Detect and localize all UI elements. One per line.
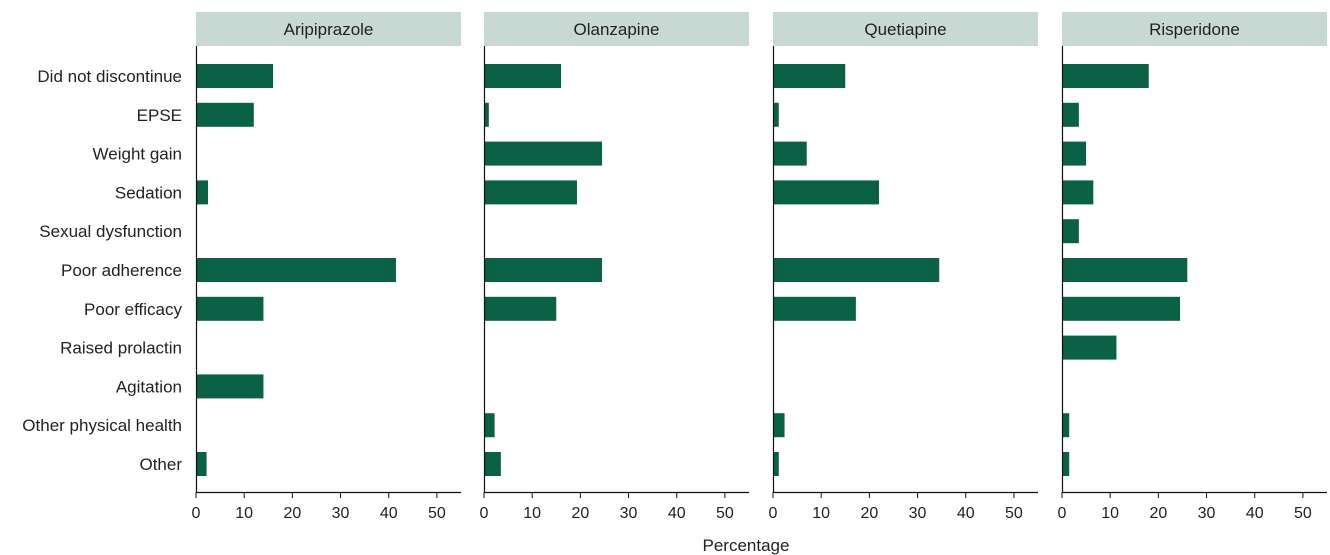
x-tick-label: 10 xyxy=(1101,505,1119,522)
x-tick-label: 10 xyxy=(235,505,253,522)
x-tick-label: 40 xyxy=(668,505,686,522)
panel-strip xyxy=(484,12,749,46)
panel-risperidone: Risperidone 0 10 20 30 40 50 xyxy=(1058,12,1327,522)
x-tick-label: 10 xyxy=(523,505,541,522)
category-label: Sedation xyxy=(115,183,182,202)
x-tick-label: 50 xyxy=(716,505,734,522)
bar xyxy=(1062,296,1181,321)
bar xyxy=(484,102,489,127)
bar xyxy=(196,374,264,399)
bar xyxy=(773,413,785,438)
bar xyxy=(1062,413,1070,438)
bar xyxy=(773,102,779,127)
x-axis-title: Percentage xyxy=(703,536,790,555)
bar xyxy=(1062,219,1079,244)
panel-strip xyxy=(1062,12,1327,46)
x-tick-label: 20 xyxy=(860,505,878,522)
bar xyxy=(484,413,495,438)
bar xyxy=(773,180,879,205)
panel-strip xyxy=(196,12,461,46)
bar xyxy=(484,296,557,321)
category-label: Poor efficacy xyxy=(84,300,182,319)
panel-title: Olanzapine xyxy=(573,20,659,39)
bar xyxy=(484,452,501,476)
bar xyxy=(773,258,940,282)
x-tick-label: 20 xyxy=(1149,505,1167,522)
bar xyxy=(196,296,264,321)
bar xyxy=(484,180,577,205)
bar xyxy=(196,452,207,476)
bar xyxy=(1062,180,1094,205)
x-tick-label: 0 xyxy=(1058,505,1067,522)
x-tick-label: 40 xyxy=(957,505,975,522)
x-tick-label: 30 xyxy=(909,505,927,522)
bar xyxy=(484,258,603,282)
x-tick-label: 30 xyxy=(620,505,638,522)
panel-olanzapine: Olanzapine 0 10 20 30 40 50 xyxy=(480,12,749,522)
bar xyxy=(1062,335,1117,360)
bar xyxy=(773,64,846,88)
panel-aripiprazole: Aripiprazole 0 10 20 30 40 50 xyxy=(192,12,461,522)
bar xyxy=(196,180,209,205)
category-label: Other physical health xyxy=(22,416,182,435)
bar xyxy=(1062,141,1087,166)
bar xyxy=(773,452,779,476)
panel-title: Aripiprazole xyxy=(284,20,374,39)
panel-quetiapine: Quetiapine 0 10 20 30 40 50 xyxy=(769,12,1038,522)
bar xyxy=(1062,258,1188,282)
category-label: EPSE xyxy=(137,106,182,125)
bar xyxy=(1062,64,1149,88)
x-tick-label: 40 xyxy=(380,505,398,522)
x-tick-label: 20 xyxy=(571,505,589,522)
category-label: Raised prolactin xyxy=(60,339,182,358)
category-label: Other xyxy=(139,455,182,474)
panel-strip xyxy=(773,12,1038,46)
category-label: Did not discontinue xyxy=(37,67,182,86)
panel-title: Risperidone xyxy=(1149,20,1240,39)
x-tick-label: 50 xyxy=(428,505,446,522)
x-tick-label: 0 xyxy=(192,505,201,522)
bar xyxy=(1062,452,1070,476)
x-tick-label: 50 xyxy=(1294,505,1312,522)
bar xyxy=(196,64,274,88)
x-tick-label: 0 xyxy=(769,505,778,522)
bar xyxy=(1062,102,1079,127)
bar xyxy=(196,102,254,127)
x-tick-label: 0 xyxy=(480,505,489,522)
bar xyxy=(773,141,807,166)
category-label: Poor adherence xyxy=(61,261,182,280)
bar xyxy=(484,64,562,88)
category-label: Agitation xyxy=(116,377,182,396)
chart-panels: Aripiprazole 0 10 20 30 40 50 Olanzapine 0 10 20 30… xyxy=(192,12,1327,522)
x-tick-label: 40 xyxy=(1246,505,1264,522)
bar xyxy=(196,258,396,282)
category-label: Sexual dysfunction xyxy=(39,222,182,241)
bar xyxy=(484,141,603,166)
category-labels: Did not discontinue EPSE Weight gain Sedati… xyxy=(22,67,182,474)
panel-title: Quetiapine xyxy=(864,20,946,39)
x-tick-label: 20 xyxy=(283,505,301,522)
category-label: Weight gain xyxy=(93,145,182,164)
x-tick-label: 50 xyxy=(1005,505,1023,522)
x-tick-label: 30 xyxy=(1198,505,1216,522)
x-tick-label: 10 xyxy=(812,505,830,522)
x-tick-label: 30 xyxy=(332,505,350,522)
bar xyxy=(773,296,856,321)
